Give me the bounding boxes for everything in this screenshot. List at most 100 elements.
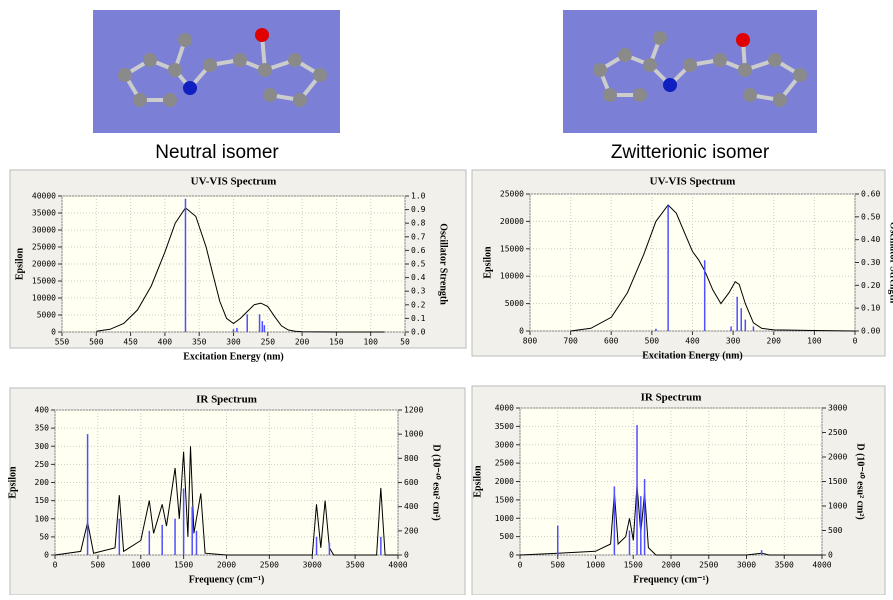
x-tick-label: 1000 bbox=[131, 561, 150, 570]
x-tick-label: 400 bbox=[685, 337, 700, 346]
y-tick-label: 4000 bbox=[495, 404, 514, 413]
y-tick-label: 3500 bbox=[495, 422, 514, 431]
x-tick-label: 250 bbox=[261, 338, 276, 347]
y-tick-label: 0 bbox=[509, 551, 514, 560]
x-tick-label: 0 bbox=[853, 337, 858, 346]
x-tick-label: 200 bbox=[767, 337, 782, 346]
x-tick-label: 800 bbox=[523, 337, 538, 346]
y2-tick-label: 0 bbox=[404, 551, 409, 560]
x-tick-label: 4000 bbox=[812, 561, 831, 570]
x-tick-label: 4000 bbox=[388, 561, 407, 570]
x-axis-label: Excitation Energy (nm) bbox=[183, 351, 284, 362]
x-tick-label: 500 bbox=[89, 338, 104, 347]
y2-tick-label: 1000 bbox=[404, 430, 423, 439]
y2-tick-label: 2500 bbox=[828, 428, 847, 437]
x-tick-label: 550 bbox=[55, 338, 70, 347]
y-tick-label: 500 bbox=[500, 532, 515, 541]
y-tick-label: 5000 bbox=[37, 311, 56, 320]
caption: Neutral isomer bbox=[155, 142, 279, 163]
y2-tick-label: 800 bbox=[404, 454, 419, 463]
y2-tick-label: 0.6 bbox=[411, 246, 426, 255]
y-tick-label: 50 bbox=[39, 532, 49, 541]
y2-axis-label: D (10⁻⁴⁰ esu² cm²) bbox=[431, 444, 442, 520]
spectrum-line bbox=[96, 207, 385, 333]
x-tick-label: 500 bbox=[91, 561, 106, 570]
y-tick-label: 25000 bbox=[500, 190, 524, 199]
x-tick-label: 450 bbox=[123, 338, 138, 347]
x-tick-label: 2000 bbox=[661, 561, 680, 570]
y-tick-label: 25000 bbox=[32, 243, 56, 252]
molecule-zwitterionic bbox=[563, 10, 817, 133]
y-tick-label: 0 bbox=[51, 328, 56, 337]
chart-title: UV-VIS Spectrum bbox=[191, 176, 277, 188]
x-tick-label: 400 bbox=[158, 338, 173, 347]
x-tick-label: 700 bbox=[563, 337, 578, 346]
y2-tick-label: 0.5 bbox=[411, 260, 426, 269]
y-tick-label: 10000 bbox=[500, 272, 524, 281]
y-tick-label: 15000 bbox=[500, 244, 524, 253]
x-tick-label: 3000 bbox=[737, 561, 756, 570]
y2-tick-label: 0.0 bbox=[411, 328, 426, 337]
y-tick-label: 2500 bbox=[495, 459, 514, 468]
molecule-neutral bbox=[93, 10, 340, 133]
y2-tick-label: 200 bbox=[404, 526, 419, 535]
y-tick-label: 35000 bbox=[32, 209, 56, 218]
x-tick-label: 350 bbox=[192, 338, 207, 347]
y2-tick-label: 0.50 bbox=[861, 212, 880, 221]
y2-tick-label: 0.1 bbox=[411, 314, 426, 323]
y-axis-label: Epsilon bbox=[482, 246, 493, 279]
x-tick-label: 300 bbox=[726, 337, 741, 346]
y2-tick-label: 0.4 bbox=[411, 273, 426, 282]
y-tick-label: 0 bbox=[519, 327, 524, 336]
y-axis-label: Epsilon bbox=[14, 247, 25, 280]
x-tick-label: 100 bbox=[807, 337, 822, 346]
y2-tick-label: 400 bbox=[404, 502, 419, 511]
y2-tick-label: 0.10 bbox=[861, 304, 880, 313]
y2-tick-label: 0.9 bbox=[411, 205, 426, 214]
y-tick-label: 100 bbox=[35, 514, 50, 523]
x-tick-label: 300 bbox=[226, 338, 241, 347]
y2-tick-label: 0.7 bbox=[411, 232, 426, 241]
y2-axis-label: Oscillator Strength bbox=[438, 223, 449, 305]
y2-tick-label: 0.2 bbox=[411, 300, 426, 309]
x-tick-label: 2000 bbox=[217, 561, 236, 570]
y2-tick-label: 1200 bbox=[404, 406, 423, 415]
y-tick-label: 20000 bbox=[32, 260, 56, 269]
x-tick-label: 2500 bbox=[260, 561, 279, 570]
y2-tick-label: 3000 bbox=[828, 404, 847, 413]
y2-tick-label: 0.00 bbox=[861, 327, 880, 336]
y-tick-label: 3000 bbox=[495, 440, 514, 449]
y-tick-label: 1500 bbox=[495, 495, 514, 504]
y2-tick-label: 1.0 bbox=[411, 192, 426, 201]
x-tick-label: 600 bbox=[604, 337, 619, 346]
y2-tick-label: 1000 bbox=[828, 502, 847, 511]
caption: Zwitterionic isomer bbox=[611, 142, 770, 163]
x-tick-label: 100 bbox=[363, 338, 378, 347]
y2-tick-label: 0.8 bbox=[411, 219, 426, 228]
x-tick-label: 50 bbox=[400, 338, 410, 347]
x-tick-label: 0 bbox=[518, 561, 523, 570]
y-axis-label: Epsilon bbox=[472, 465, 483, 498]
spectrum-line bbox=[519, 485, 822, 556]
x-axis-label: Excitation Energy (nm) bbox=[642, 350, 743, 361]
x-tick-label: 500 bbox=[645, 337, 660, 346]
y2-axis-label: Oscillator Strength bbox=[888, 222, 893, 304]
x-tick-label: 200 bbox=[295, 338, 310, 347]
x-tick-label: 0 bbox=[53, 561, 58, 570]
y-axis-label: Epsilon bbox=[7, 466, 18, 499]
y-tick-label: 1000 bbox=[495, 514, 514, 523]
y2-tick-label: 500 bbox=[828, 526, 843, 535]
y2-tick-label: 0.3 bbox=[411, 287, 426, 296]
x-tick-label: 3500 bbox=[345, 561, 364, 570]
y-tick-label: 40000 bbox=[32, 192, 56, 201]
y-tick-label: 15000 bbox=[32, 277, 56, 286]
y2-tick-label: 0.20 bbox=[861, 281, 880, 290]
y2-tick-label: 0.60 bbox=[861, 190, 880, 199]
y-tick-label: 20000 bbox=[500, 217, 524, 226]
x-tick-label: 3000 bbox=[303, 561, 322, 570]
y-tick-label: 5000 bbox=[505, 299, 524, 308]
plot-area bbox=[529, 193, 856, 332]
y-tick-label: 0 bbox=[44, 551, 49, 560]
